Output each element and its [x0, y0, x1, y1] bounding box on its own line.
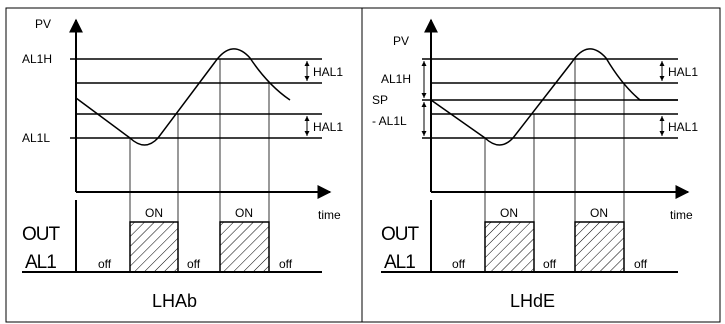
panel-lhab: PV time AL1H AL1L HAL1 HAL1 OUT AL1 ON O… [22, 17, 343, 311]
panel-caption: LHAb [152, 291, 197, 311]
off-label: off [452, 257, 466, 271]
off-label: off [634, 257, 648, 271]
pv-axis-label: PV [393, 34, 409, 48]
on-pulse [219, 221, 270, 273]
pv-axis-label: PV [35, 17, 51, 31]
on-pulse [129, 221, 179, 273]
off-label: off [279, 257, 293, 271]
time-axis-label: time [318, 208, 341, 222]
setpoint-label: SP [372, 93, 388, 107]
output-label-out: OUT [22, 224, 61, 245]
hal1-upper-label: HAL1 [668, 65, 698, 79]
output-label-al1: AL1 [25, 252, 56, 273]
on-label: ON [500, 206, 518, 220]
panel-caption: LHdE [510, 291, 555, 311]
hal1-lower-label: HAL1 [668, 120, 698, 134]
al1h-label: AL1H [22, 52, 52, 66]
output-label-al1: AL1 [384, 252, 415, 273]
diagram-frame [5, 7, 721, 323]
output-label-out: OUT [381, 224, 420, 245]
off-label: off [187, 257, 201, 271]
on-label: ON [145, 206, 163, 220]
panel-lhde: PV time AL1H SP - AL1L HAL1 HAL1 OUT AL1 [372, 18, 698, 311]
on-label: ON [235, 206, 253, 220]
time-axis-label: time [670, 208, 693, 222]
pv-curve [430, 48, 678, 146]
pv-curve [75, 48, 291, 146]
off-label: off [98, 257, 112, 271]
off-label: off [543, 257, 557, 271]
al1l-label: AL1L [22, 131, 50, 145]
on-pulse [574, 221, 625, 273]
hal1-upper-label: HAL1 [313, 65, 343, 79]
on-label: ON [590, 206, 608, 220]
al1h-label: AL1H [381, 72, 411, 86]
hal1-lower-label: HAL1 [313, 120, 343, 134]
on-pulse [484, 221, 535, 273]
al1l-label: - AL1L [372, 114, 407, 128]
